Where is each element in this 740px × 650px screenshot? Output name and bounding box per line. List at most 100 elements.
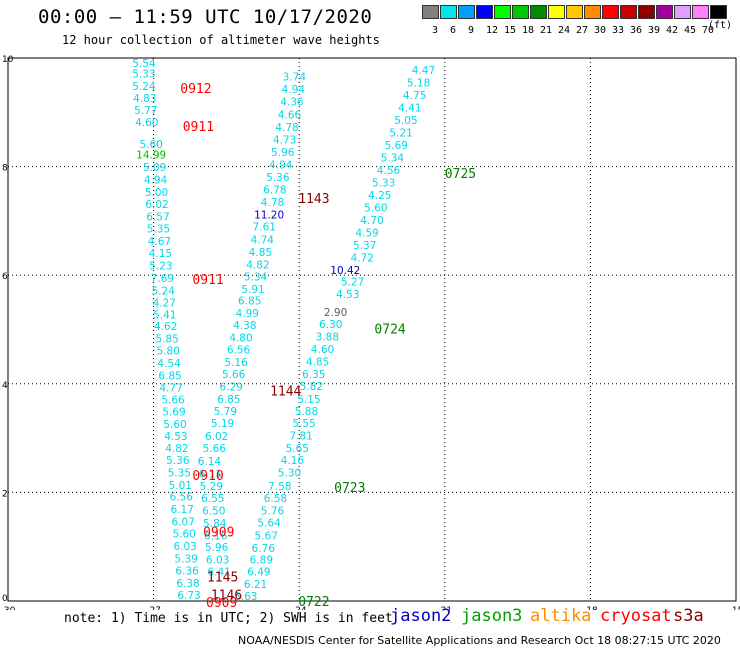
- wave-height-value: 4.67: [148, 236, 171, 248]
- wave-height-value: 5.27: [341, 277, 364, 289]
- legend-swatch-label: 70: [702, 25, 715, 36]
- wave-height-value: 4.36: [280, 96, 304, 108]
- wave-height-value: 5.30: [278, 467, 301, 479]
- wave-height-value: 6.73: [177, 590, 200, 602]
- satellite-legend-item: jason3: [461, 606, 523, 626]
- legend-swatch: [512, 5, 529, 19]
- wave-height-value: 4.38: [233, 320, 256, 332]
- wave-height-value: 6.85: [238, 296, 261, 308]
- wave-height-value: 6.56: [170, 492, 194, 504]
- wave-height-value: 6.14: [198, 456, 222, 468]
- x-tick-label: -15: [729, 606, 740, 610]
- wave-height-value: 6.02: [145, 199, 168, 211]
- wave-height-value: 7.58: [268, 481, 291, 493]
- wave-height-value: 4.62: [154, 321, 177, 333]
- wave-height-value: 6.85: [158, 371, 181, 383]
- wave-height-value: 5.34: [381, 152, 405, 164]
- legend-swatch-label: 27: [576, 25, 589, 36]
- wave-height-value: 5.33: [372, 177, 395, 189]
- legend-swatch: [692, 5, 709, 19]
- wave-height-value: 4.73: [273, 134, 296, 146]
- legend-swatch: [530, 5, 547, 19]
- wave-height-value: 5.24: [132, 81, 156, 93]
- legend-swatch-label: 39: [648, 25, 661, 36]
- wave-height-value: 4.77: [159, 383, 182, 395]
- wave-height-value: 4.25: [368, 190, 391, 202]
- wave-height-value: 5.34: [244, 271, 268, 283]
- wave-height-value: 6.35: [302, 369, 325, 381]
- wave-height-value: 7.61: [253, 221, 276, 233]
- wave-height-value: 5.66: [222, 369, 246, 381]
- wave-height-value: 6.57: [146, 212, 169, 224]
- wave-height-value: 5.01: [169, 480, 192, 492]
- wave-height-value: 5.54: [132, 58, 156, 70]
- legend-swatch: [566, 5, 583, 19]
- wave-height-value: 5.66: [161, 395, 185, 407]
- footer-note: note: 1) Time is in UTC; 2) SWH is in fe…: [64, 611, 393, 626]
- wave-height-value: 6.29: [220, 382, 243, 394]
- legend-swatch-label: 33: [612, 25, 625, 36]
- legend-swatch-label: 30: [594, 25, 607, 36]
- legend-swatch: [476, 5, 493, 19]
- wave-height-value: 6.36: [175, 566, 199, 578]
- wave-height-value: 4.94: [144, 175, 168, 187]
- wave-height-value: 6.50: [202, 505, 225, 517]
- wave-height-value: 7.69: [151, 273, 174, 285]
- legend-swatch-label: 36: [630, 25, 643, 36]
- wave-height-value: 4.78: [275, 122, 298, 134]
- pass-time-label: 0722: [298, 595, 329, 610]
- wave-height-value: 4.82: [165, 443, 188, 455]
- wave-height-value: 5.24: [152, 285, 176, 297]
- wave-height-value: 4.16: [281, 455, 305, 467]
- wave-height-value: 6.78: [263, 184, 286, 196]
- wave-height-value: 6.56: [227, 345, 251, 357]
- legend-swatch-label: 21: [540, 25, 553, 36]
- pass-time-label: 1143: [298, 192, 329, 207]
- wave-height-value: 5.33: [132, 69, 155, 81]
- legend-swatch-label: 18: [522, 25, 535, 36]
- wave-height-value: 5.16: [224, 357, 248, 369]
- legend-swatch: [584, 5, 601, 19]
- pass-time-label: 0910: [192, 469, 223, 484]
- wave-height-value: 4.47: [412, 65, 435, 77]
- legend-swatch: [458, 5, 475, 19]
- y-tick-label: 6: [2, 272, 8, 282]
- wave-height-value: 4.60: [311, 344, 334, 356]
- legend-swatch: [674, 5, 691, 19]
- wave-height-value: 11.20: [254, 209, 284, 221]
- wave-height-value: 5.77: [134, 105, 157, 117]
- grid-lines: [8, 58, 736, 601]
- y-tick-label: 2: [2, 489, 8, 499]
- legend-swatch-label: 45: [684, 25, 697, 36]
- wave-height-value: 4.78: [261, 197, 284, 209]
- wave-height-value: 4.53: [336, 289, 359, 301]
- wave-height-value: 6.38: [176, 578, 199, 590]
- satellite-legend-item: s3a: [673, 606, 704, 626]
- wave-height-value: 6.03: [206, 555, 229, 567]
- pass-time-label: 0909: [206, 596, 237, 610]
- wave-height-value: 5.80: [156, 346, 179, 358]
- wave-height-value: 5.63: [234, 591, 257, 603]
- legend-swatch-label: 15: [504, 25, 517, 36]
- wave-height-value: 4.82: [246, 259, 269, 271]
- wave-height-value: 6.17: [171, 504, 194, 516]
- pass-time-label: 0911: [192, 273, 223, 288]
- data-marks: 5.545.335.244.835.774.605.6014.995.094.9…: [132, 58, 476, 610]
- pass-time-label: 0725: [445, 167, 476, 182]
- wave-height-value: 5.96: [205, 542, 229, 554]
- wave-height-value: 6.41: [207, 567, 230, 579]
- pass-time-label: 1144: [270, 384, 301, 399]
- axis-ticks: -30 -27 -24 -21 -18 -15 0 2 4 6 8 10: [1, 55, 740, 610]
- wave-height-value: 4.94: [269, 159, 293, 171]
- wave-height-value: 5.15: [297, 394, 320, 406]
- wave-height-value: 6.76: [252, 543, 276, 555]
- satellite-legend-item: jason2: [390, 606, 452, 626]
- wave-height-value: 5.91: [241, 284, 264, 296]
- wave-height-value: 5.60: [172, 529, 195, 541]
- wave-height-value: 4.72: [351, 252, 374, 264]
- wave-height-value: 4.83: [133, 93, 156, 105]
- wave-height-value: 5.96: [271, 147, 295, 159]
- legend-swatch-label: 9: [468, 25, 475, 36]
- satellite-legend-item: cryosat: [600, 606, 672, 626]
- pass-time-label: 0724: [374, 322, 405, 337]
